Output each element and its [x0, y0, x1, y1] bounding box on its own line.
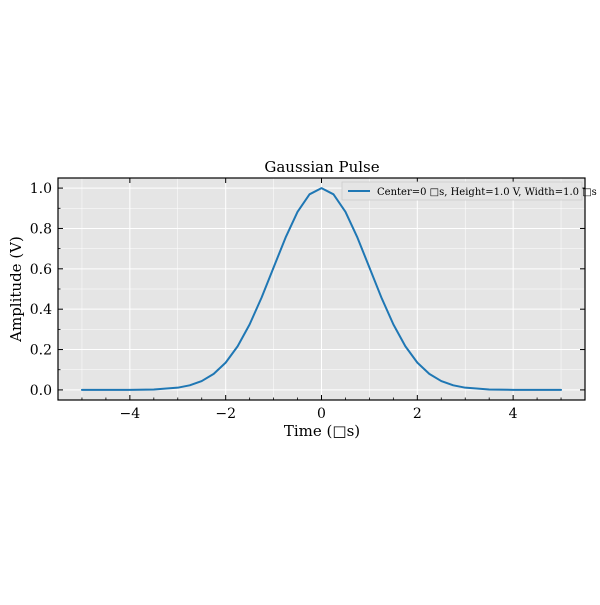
x-tick-label: −2: [215, 406, 236, 422]
chart-title: Gaussian Pulse: [264, 158, 379, 176]
x-tick-label: 2: [413, 406, 422, 422]
series-line: [80, 187, 563, 391]
x-axis-label: Time (□s): [284, 422, 360, 440]
x-tick-label: 4: [509, 406, 518, 422]
legend-label: Center=0 □s, Height=1.0 V, Width=1.0 □s: [377, 187, 597, 198]
y-tick-label: 0.8: [30, 221, 52, 237]
series-layer: [80, 187, 563, 391]
y-tick-label: 0.2: [30, 343, 52, 359]
y-tick-label: 0.4: [30, 302, 52, 318]
legend-box: [341, 181, 583, 201]
tick-layer: −4 −2 0 2 4 0.0 0.2 0.4 0.6 0.8 1.0: [30, 178, 585, 422]
x-tick-label: −4: [120, 406, 141, 422]
y-tick-label: 1.0: [30, 181, 52, 197]
legend: Center=0 □s, Height=1.0 V, Width=1.0 □s: [341, 181, 597, 201]
y-axis-label: Amplitude (V): [7, 236, 25, 343]
y-tick-label: 0.0: [30, 383, 52, 399]
x-tick-label: 0: [317, 406, 326, 422]
y-tick-label: 0.6: [30, 262, 52, 278]
